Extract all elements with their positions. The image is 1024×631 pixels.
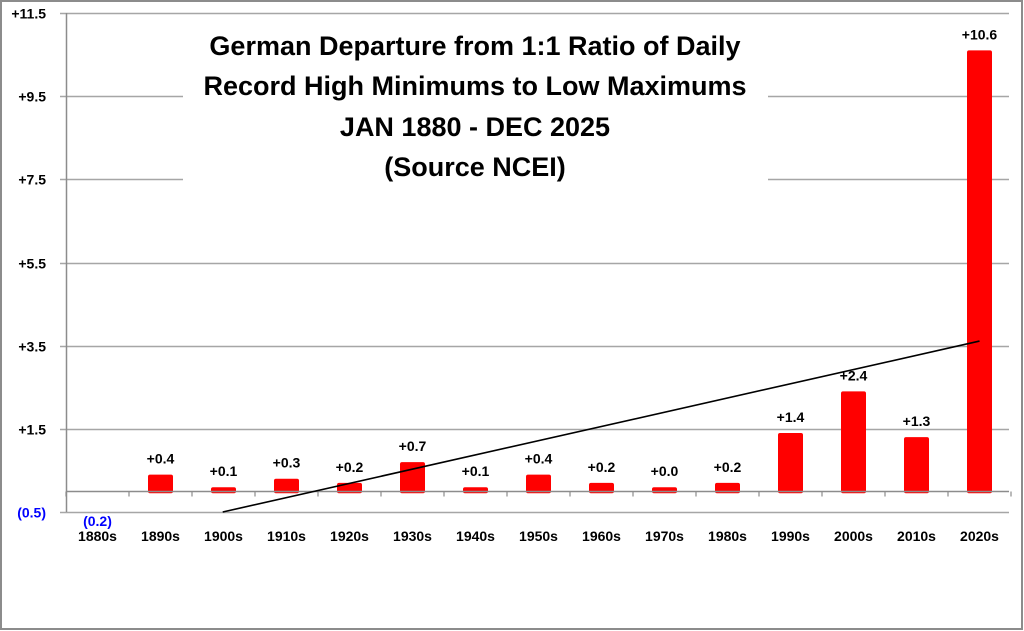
title-line-1: German Departure from 1:1 Ratio of Daily (209, 31, 740, 61)
bar-2000s (841, 391, 866, 494)
title-line-2: Record High Minimums to Low Maximums (203, 71, 746, 101)
trend-line (222, 340, 980, 513)
y-tick-label: +1.5 (18, 422, 46, 438)
data-label: +0.1 (210, 463, 238, 479)
axes (65, 13, 1012, 512)
x-tick-label: 1910s (267, 528, 306, 544)
chart-title: German Departure from 1:1 Ratio of Daily… (183, 24, 768, 184)
bars (148, 50, 992, 494)
data-label: +0.7 (399, 438, 427, 454)
x-tick-label: 2000s (834, 528, 873, 544)
x-tick-label: 2020s (960, 528, 999, 544)
bar-1950s (526, 474, 551, 494)
data-label: +0.4 (525, 451, 553, 467)
data-label: +0.4 (147, 451, 175, 467)
data-label: +2.4 (840, 367, 868, 383)
bar-1890s (148, 474, 173, 494)
x-tick-label: 1880s (78, 528, 117, 544)
bar-1900s (211, 487, 236, 494)
y-tick-label: +9.5 (18, 89, 46, 105)
x-tick-label: 1960s (582, 528, 621, 544)
bar-1980s (715, 482, 740, 494)
y-tick-label: (0.5) (17, 505, 46, 521)
x-tick-label: 1900s (204, 528, 243, 544)
x-tick-label: 1990s (771, 528, 810, 544)
x-tick-label: 1940s (456, 528, 495, 544)
title-line-4: (Source NCEI) (384, 152, 566, 182)
x-axis-tick-labels: 1880s 1890s 1900s 1910s 1920s 1930s 1940s 1950s… (78, 528, 999, 544)
x-tick-label: 1920s (330, 528, 369, 544)
y-tick-label: +7.5 (18, 172, 46, 188)
data-label: +0.0 (651, 463, 679, 479)
data-label: +1.3 (903, 413, 931, 429)
title-line-3: JAN 1880 - DEC 2025 (340, 112, 610, 142)
x-tick-label: 1980s (708, 528, 747, 544)
data-label: +0.2 (588, 459, 616, 475)
data-label: +1.4 (777, 409, 805, 425)
y-axis-tick-labels: +11.5 +9.5 +7.5 +5.5 +3.5 +1.5 (0.5) (11, 6, 46, 521)
title-background (183, 24, 768, 184)
data-label: (0.2) (83, 513, 112, 529)
x-tick-label: 1930s (393, 528, 432, 544)
y-tick-label: +3.5 (18, 339, 46, 355)
y-tick-label: +11.5 (11, 6, 46, 22)
y-tick-label: +5.5 (18, 256, 46, 272)
bar-2010s (904, 437, 929, 494)
bar-1990s (778, 432, 803, 494)
bar-1970s (652, 487, 677, 494)
data-label: +0.2 (714, 459, 742, 475)
data-label: +0.1 (462, 463, 490, 479)
bar-1940s (463, 487, 488, 494)
x-tick-label: 1890s (141, 528, 180, 544)
x-tick-label: 1970s (645, 528, 684, 544)
bar-1960s (589, 482, 614, 494)
bar-1910s (274, 478, 299, 494)
data-label: +10.6 (962, 26, 998, 42)
data-label: +0.3 (273, 455, 301, 471)
bar-2020s (967, 50, 992, 494)
data-label: +0.2 (336, 459, 364, 475)
trendline (222, 340, 980, 513)
x-tick-label: 1950s (519, 528, 558, 544)
data-labels: (0.2) +0.4 +0.1 +0.3 +0.2 +0.7 +0.1 +0.4 +0.2 +0.… (83, 26, 997, 529)
x-tick-label: 2010s (897, 528, 936, 544)
